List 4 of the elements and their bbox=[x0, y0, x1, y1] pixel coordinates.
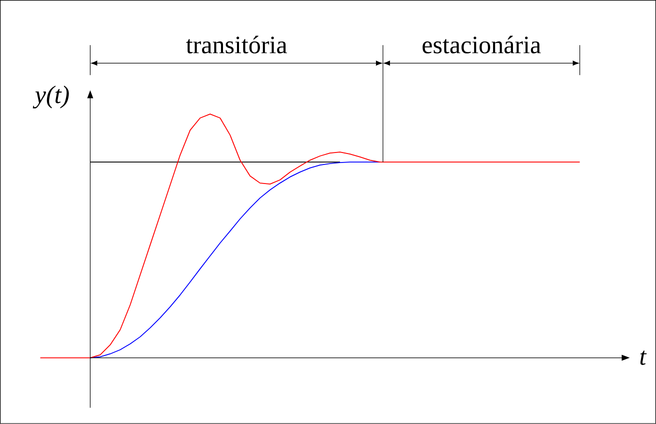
y-axis-title: y(t) bbox=[32, 86, 69, 108]
x-axis-title: t bbox=[640, 350, 647, 365]
text: estacionária bbox=[422, 36, 541, 54]
text: transitória bbox=[186, 36, 287, 54]
